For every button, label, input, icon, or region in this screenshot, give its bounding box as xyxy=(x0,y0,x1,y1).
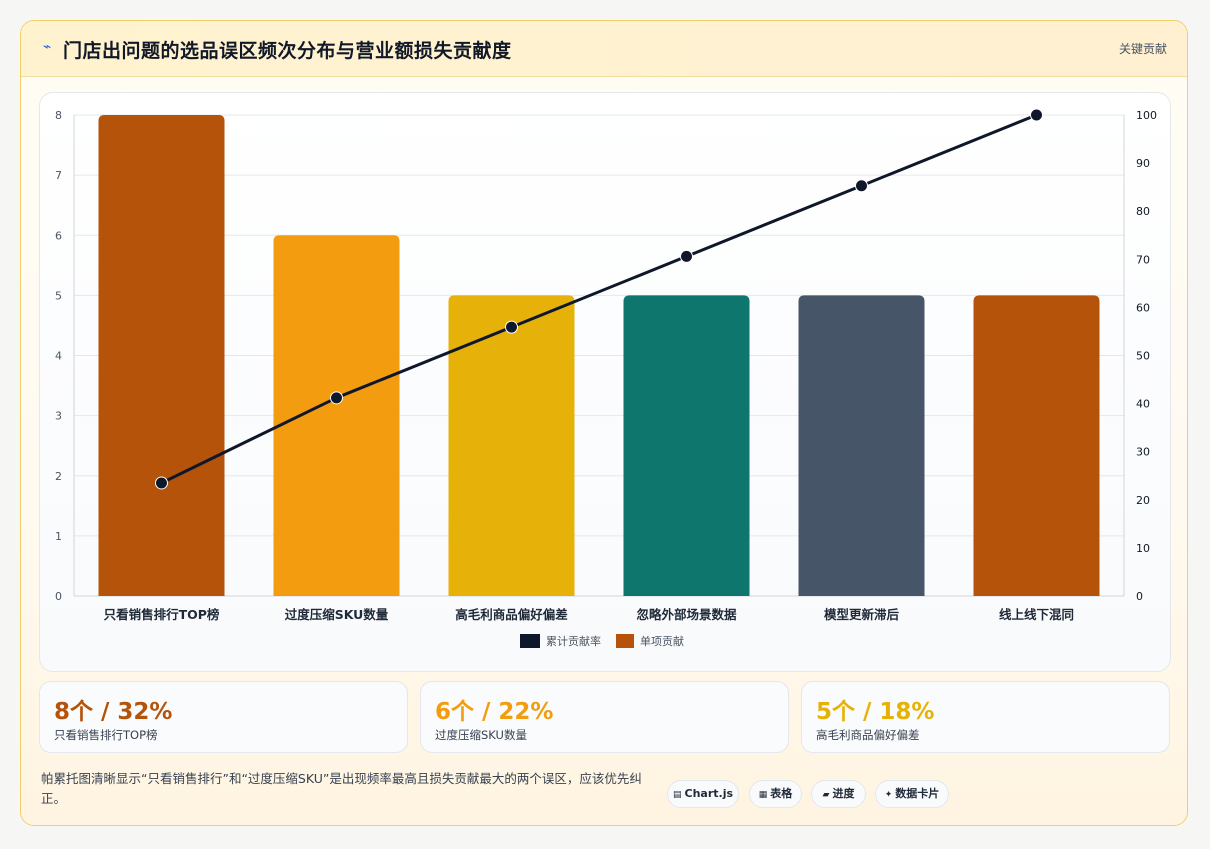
x-tick-label: 只看销售排行TOP榜 xyxy=(104,607,220,622)
chip-label: Chart.js xyxy=(684,787,734,800)
x-tick-label: 高毛利商品偏好偏差 xyxy=(455,607,568,622)
stat-label: 高毛利商品偏好偏差 xyxy=(816,728,920,742)
cumulative-line xyxy=(160,113,1038,485)
table-icon: ▦ xyxy=(758,790,768,800)
stat-card-1: 8个 / 32% 只看销售排行TOP榜 xyxy=(39,681,408,753)
pareto-chart: 0123456780102030405060708090100只看销售排行TOP… xyxy=(55,108,1157,648)
chip-label: 数据卡片 xyxy=(895,787,940,800)
stat-label: 只看销售排行TOP榜 xyxy=(54,728,158,742)
chip-label: 进度 xyxy=(832,787,855,800)
x-tick-label: 线上线下混同 xyxy=(999,607,1074,622)
legend-swatch-bar xyxy=(616,634,634,648)
y-left-tick-label: 0 xyxy=(55,590,62,603)
sparkle-icon: ✦ xyxy=(884,790,893,800)
chart-card: ⌁ 门店出问题的选品误区频次分布与营业额损失贡献度 关键贡献 0 1 2 3 4 5 6 7 8… xyxy=(20,20,1188,826)
y-right-tick-label: 90 xyxy=(1136,157,1150,170)
stat-card-3: 5个 / 18% 高毛利商品偏好偏差 xyxy=(801,681,1170,753)
chip-label: 表格 xyxy=(770,787,793,800)
bar xyxy=(98,115,225,596)
y-right-tick-label: 50 xyxy=(1136,350,1150,363)
line-point xyxy=(1030,108,1043,122)
y-left-tick-label: 2 xyxy=(55,470,62,483)
bar xyxy=(448,295,575,596)
legend-label: 单项贡献 xyxy=(640,634,684,648)
y-left-tick-label: 8 xyxy=(55,109,62,122)
stat-value: 8个 / 32% xyxy=(54,699,173,725)
stat-cards: 8个 / 32% 只看销售排行TOP榜 6个 / 22% 过度压缩SKU数量 5… xyxy=(39,681,1170,755)
x-tick-label: 忽略外部场景数据 xyxy=(636,607,737,622)
y-left-tick-label: 1 xyxy=(55,530,62,543)
bar xyxy=(973,295,1100,596)
line-point xyxy=(680,249,693,263)
legend-swatch-line xyxy=(520,634,540,648)
x-tick-label: 过度压缩SKU数量 xyxy=(285,607,389,622)
chip-chartjs[interactable]: ▤ Chart.js xyxy=(667,780,739,808)
line-point xyxy=(505,320,518,334)
y-right-tick-label: 70 xyxy=(1136,253,1150,266)
chart-summary: 帕累托图清晰显示“只看销售排行”和“过度压缩SKU”是出现频率最高且损失贡献最大… xyxy=(41,771,642,806)
y-left-tick-label: 7 xyxy=(55,169,62,182)
bar xyxy=(623,295,750,596)
header-badge: 关键贡献 xyxy=(1118,42,1167,56)
line-point xyxy=(155,476,168,490)
stat-value: 5个 / 18% xyxy=(816,699,935,725)
line-point xyxy=(855,179,868,193)
y-right-tick-label: 30 xyxy=(1136,446,1150,459)
pulse-icon: ⌁ xyxy=(43,39,52,55)
y-left-tick-label: 4 xyxy=(55,350,62,363)
stat-label: 过度压缩SKU数量 xyxy=(435,728,527,742)
y-left-tick-label: 6 xyxy=(55,229,62,242)
legend-label: 累计贡献率 xyxy=(546,634,601,648)
progress-icon: ▰ xyxy=(822,790,830,800)
y-right-tick-label: 20 xyxy=(1136,494,1150,507)
stat-value: 6个 / 22% xyxy=(435,699,554,725)
page-title: 门店出问题的选品误区频次分布与营业额损失贡献度 xyxy=(63,40,512,62)
chart-panel: 0 1 2 3 4 5 6 7 8 0 10 20 30 40 50 60 70 80 90 100 只看销售排行TOP… xyxy=(39,92,1171,672)
chip-data-card[interactable]: ✦ 数据卡片 xyxy=(875,780,949,808)
line-point xyxy=(330,391,343,405)
y-right-tick-label: 100 xyxy=(1136,109,1157,122)
bar xyxy=(273,235,400,596)
stat-card-2: 6个 / 22% 过度压缩SKU数量 xyxy=(420,681,789,753)
chart-icon: ▤ xyxy=(672,790,682,800)
y-right-tick-label: 60 xyxy=(1136,301,1150,314)
y-right-tick-label: 0 xyxy=(1136,590,1143,603)
y-right-tick-label: 10 xyxy=(1136,542,1150,555)
y-left-tick-label: 3 xyxy=(55,410,62,423)
y-right-tick-label: 80 xyxy=(1136,205,1150,218)
x-tick-label: 模型更新滞后 xyxy=(824,607,900,622)
card-header: ⌁ 门店出问题的选品误区频次分布与营业额损失贡献度 关键贡献 xyxy=(21,21,1187,77)
chip-progress[interactable]: ▰ 进度 xyxy=(811,780,866,808)
bar xyxy=(798,295,925,596)
y-right-tick-label: 40 xyxy=(1136,398,1150,411)
chip-table[interactable]: ▦ 表格 xyxy=(749,780,802,808)
y-left-tick-label: 5 xyxy=(55,289,62,302)
